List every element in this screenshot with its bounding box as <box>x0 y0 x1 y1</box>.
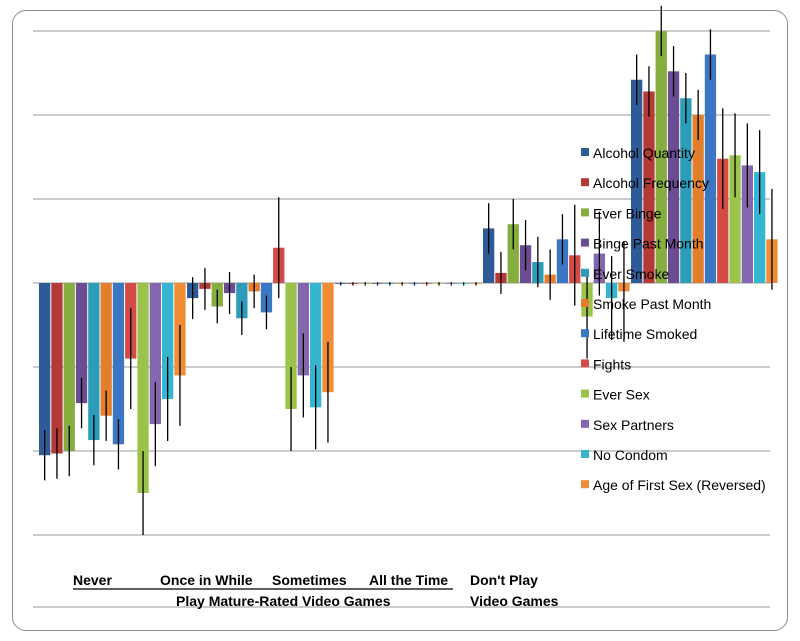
legend-swatch <box>581 329 589 338</box>
bars-layer <box>39 31 778 493</box>
category-label-all-the-time: All the Time <box>369 572 448 588</box>
bar <box>631 79 643 283</box>
bar <box>692 115 704 283</box>
bar <box>655 31 667 283</box>
bar <box>100 283 112 416</box>
bar <box>741 165 753 283</box>
bar <box>729 155 741 283</box>
bar <box>236 283 248 319</box>
bar <box>310 283 322 408</box>
legend-label: Ever Smoke <box>593 266 669 282</box>
bar <box>63 283 75 451</box>
bar <box>162 283 174 399</box>
bar <box>149 283 161 425</box>
bar <box>507 224 519 283</box>
errorbars-layer <box>44 5 773 535</box>
legend-swatch <box>581 450 589 458</box>
legend-swatch <box>581 359 589 368</box>
bar <box>88 283 100 441</box>
group-label-play-mature: Play Mature-Rated Video Games <box>176 593 391 609</box>
bar <box>754 172 766 283</box>
legend-swatch <box>581 480 589 489</box>
legend-swatch <box>581 238 589 247</box>
category-label-once-in-while: Once in While <box>160 572 253 588</box>
category-label-dont-play: Don't Play <box>470 572 538 588</box>
legend-swatch <box>581 178 589 187</box>
legend-label: Sex Partners <box>593 417 674 433</box>
bar <box>75 283 88 404</box>
bar <box>285 283 297 409</box>
bar <box>51 283 63 454</box>
legend-swatch <box>581 268 589 277</box>
bar <box>322 283 334 393</box>
legend-swatch <box>581 299 589 307</box>
bar <box>704 54 717 283</box>
legend-label: Binge Past Month <box>593 236 704 252</box>
legend-label: Lifetime Smoked <box>593 326 697 342</box>
legend-label: No Condom <box>593 447 668 463</box>
bar <box>137 283 149 493</box>
bar <box>483 228 495 283</box>
legend-label: Ever Sex <box>593 387 650 403</box>
legend-label: Smoke Past Month <box>593 296 711 312</box>
bar <box>297 283 309 376</box>
legend-swatch <box>581 389 589 398</box>
bar <box>680 98 692 283</box>
legend-swatch <box>581 208 589 217</box>
legend-label: Fights <box>593 356 631 372</box>
category-label-sometimes: Sometimes <box>272 572 347 588</box>
legend-swatch <box>581 148 589 156</box>
bar <box>39 283 51 456</box>
legend-label: Alcohol Frequency <box>593 175 709 191</box>
category-label-never: Never <box>73 572 112 588</box>
group-label-video-games: Video Games <box>470 593 559 609</box>
category-labels: Never Once in While Sometimes All the Ti… <box>73 572 559 609</box>
legend-label: Ever Binge <box>593 205 662 221</box>
bar <box>112 283 125 445</box>
legend-swatch <box>581 419 589 428</box>
bar <box>643 91 655 283</box>
legend: Alcohol Quantity Alcohol Frequency Ever Bi… <box>581 145 766 493</box>
legend-label: Alcohol Quantity <box>593 145 695 161</box>
bar <box>717 158 729 283</box>
bar <box>667 71 680 283</box>
legend-label: Age of First Sex (Reversed) <box>593 477 766 493</box>
